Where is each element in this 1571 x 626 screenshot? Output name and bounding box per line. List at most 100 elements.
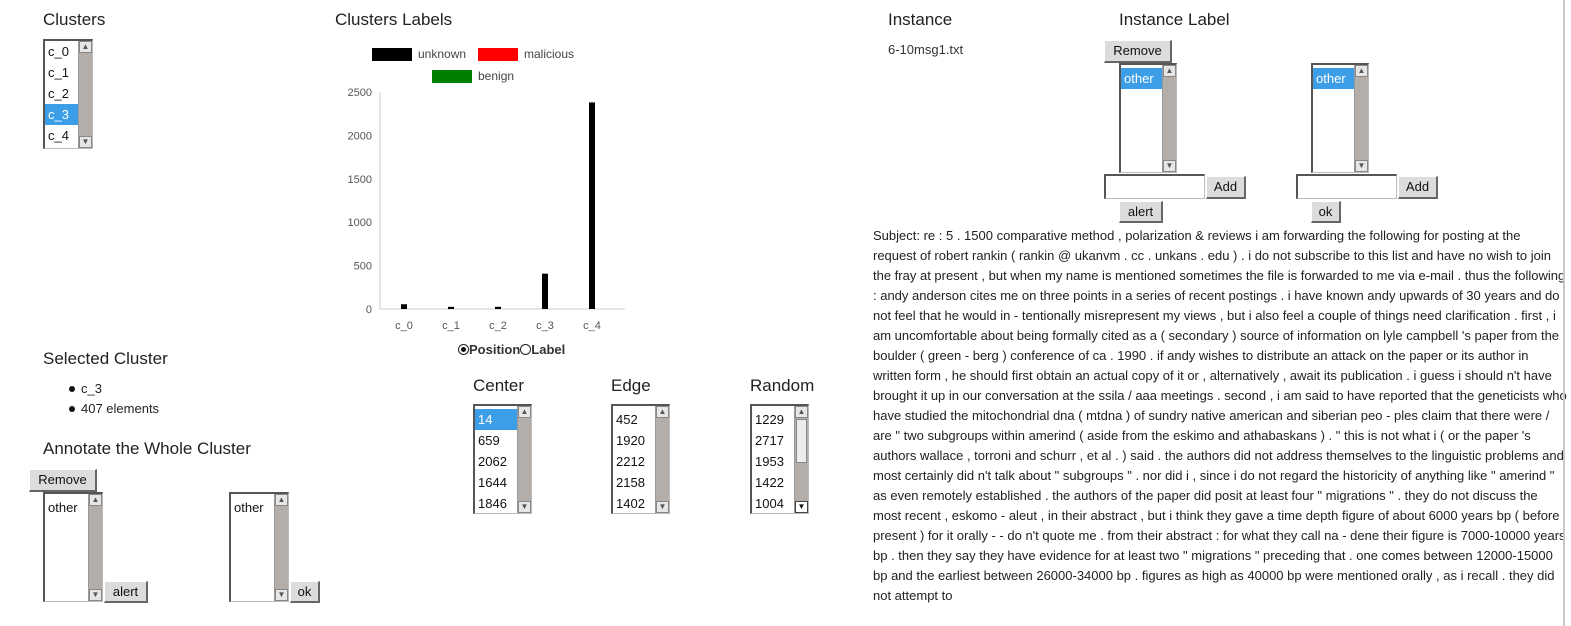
random-option[interactable]: 1229	[755, 412, 784, 427]
instance-alert-button[interactable]: alert	[1119, 201, 1163, 223]
annotate-left-scrollbar[interactable]: ▲ ▼	[88, 494, 102, 601]
scroll-up-arrow-icon[interactable]: ▲	[518, 406, 531, 418]
center-scrollbar[interactable]: ▲ ▼	[517, 406, 531, 513]
edge-option[interactable]: 1920	[616, 433, 645, 448]
annotate-remove-button[interactable]: Remove	[29, 469, 97, 492]
scroll-up-arrow-icon[interactable]: ▲	[275, 494, 288, 506]
instance-left-listbox[interactable]: other ▲ ▼	[1119, 63, 1177, 173]
radio-label-label[interactable]: Label	[531, 342, 566, 357]
instance-right-option-selected[interactable]: other	[1313, 68, 1354, 89]
random-option[interactable]: 1422	[755, 475, 784, 490]
instance-left-scrollbar[interactable]: ▲ ▼	[1162, 65, 1176, 172]
legend-label-unknown: unknown	[418, 47, 467, 61]
scroll-up-arrow-icon[interactable]: ▲	[795, 406, 808, 418]
scroll-down-arrow-icon[interactable]: ▼	[795, 501, 808, 513]
legend-swatch-benign	[432, 70, 472, 83]
instance-label-heading: Instance Label	[1119, 10, 1230, 29]
chart-mode-radio-group: Position Label	[458, 342, 565, 357]
scroll-down-arrow-icon[interactable]: ▼	[656, 501, 669, 513]
random-scrollbar[interactable]: ▲ ▼	[794, 406, 808, 513]
cluster-option[interactable]: c_2	[48, 86, 69, 101]
scroll-up-arrow-icon[interactable]: ▲	[89, 494, 102, 506]
radio-label[interactable]	[520, 344, 532, 355]
cluster-option[interactable]: c_0	[48, 44, 69, 59]
chart-bar-c_4	[589, 102, 595, 309]
edge-scrollbar[interactable]: ▲ ▼	[655, 406, 669, 513]
chart-bar-c_2	[495, 306, 501, 309]
legend-label-benign: benign	[478, 69, 515, 83]
scroll-down-arrow-icon[interactable]: ▼	[1355, 160, 1368, 172]
chart-y-tick-label: 1000	[348, 217, 372, 229]
annotate-alert-button[interactable]: alert	[104, 581, 148, 603]
random-option[interactable]: 2717	[755, 433, 784, 448]
center-listbox[interactable]: 14 659 2062 1644 1846 ▲ ▼	[473, 404, 532, 514]
edge-heading: Edge	[611, 376, 651, 395]
instance-ok-button[interactable]: ok	[1311, 201, 1341, 223]
radio-position-label[interactable]: Position	[469, 342, 521, 357]
edge-listbox[interactable]: 452 1920 2212 2158 1402 ▲ ▼	[611, 404, 670, 514]
annotate-right-scrollbar[interactable]: ▲ ▼	[274, 494, 288, 601]
chart-y-tick-label: 2500	[348, 87, 372, 99]
random-scroll-thumb[interactable]	[796, 419, 807, 463]
annotate-ok-button[interactable]: ok	[290, 581, 320, 603]
cluster-option[interactable]: c_1	[48, 65, 69, 80]
instance-heading: Instance	[888, 10, 953, 29]
scroll-down-arrow-icon[interactable]: ▼	[518, 501, 531, 513]
center-heading: Center	[473, 376, 525, 395]
random-option[interactable]: 1004	[755, 496, 784, 511]
instance-right-listbox[interactable]: other ▲ ▼	[1311, 63, 1369, 173]
instance-right-scrollbar[interactable]: ▲ ▼	[1354, 65, 1368, 172]
scroll-up-arrow-icon[interactable]: ▲	[1163, 65, 1176, 77]
scroll-up-arrow-icon[interactable]: ▲	[79, 41, 92, 53]
annotate-heading: Annotate the Whole Cluster	[43, 439, 251, 458]
edge-option[interactable]: 2158	[616, 475, 645, 490]
center-option[interactable]: 2062	[478, 454, 507, 469]
legend-swatch-unknown	[372, 48, 412, 61]
clusters-bar-chart: 0 500 1000 1500 2000 2500 c_0 c_1 c_2 c_3 c_4	[348, 87, 625, 332]
cluster-option[interactable]: c_4	[48, 128, 69, 143]
annotate-left-listbox[interactable]: other ▲ ▼	[43, 492, 103, 602]
chart-y-tick-label: 0	[366, 304, 372, 316]
center-option[interactable]: 1846	[478, 496, 507, 511]
instance-left-option-selected[interactable]: other	[1121, 68, 1162, 89]
clusters-labels-heading: Clusters Labels	[335, 10, 453, 29]
selected-cluster-info: c_3 407 elements	[43, 379, 159, 419]
chart-x-tick-label: c_2	[489, 320, 507, 332]
instance-right-add-button[interactable]: Add	[1398, 176, 1438, 199]
center-option[interactable]: 659	[478, 433, 500, 448]
edge-option[interactable]: 452	[616, 412, 638, 427]
chart-x-tick-label: c_0	[395, 320, 413, 332]
scroll-down-arrow-icon[interactable]: ▼	[89, 589, 102, 601]
selected-cluster-count-text: 407 elements	[81, 401, 160, 416]
scroll-down-arrow-icon[interactable]: ▼	[79, 136, 92, 148]
random-listbox[interactable]: 1229 2717 1953 1422 1004 ▲ ▼	[750, 404, 809, 514]
radio-position[interactable]	[458, 344, 469, 355]
instance-left-add-button[interactable]: Add	[1206, 176, 1246, 199]
selected-cluster-name-text: c_3	[81, 381, 102, 396]
scroll-down-arrow-icon[interactable]: ▼	[275, 589, 288, 601]
edge-option[interactable]: 1402	[616, 496, 645, 511]
scroll-up-arrow-icon[interactable]: ▲	[1355, 65, 1368, 77]
instance-left-label-input[interactable]	[1104, 174, 1205, 199]
center-option-selected[interactable]: 14	[475, 409, 517, 430]
cluster-option-selected[interactable]: c_3	[45, 104, 78, 125]
center-option[interactable]: 1644	[478, 475, 507, 490]
clusters-scrollbar[interactable]: ▲ ▼	[78, 41, 92, 148]
random-heading: Random	[750, 376, 815, 395]
chart-x-tick-label: c_1	[442, 320, 460, 332]
scroll-down-arrow-icon[interactable]: ▼	[1163, 160, 1176, 172]
random-option[interactable]: 1953	[755, 454, 784, 469]
instance-filename: 6-10msg1.txt	[888, 42, 964, 57]
chart-y-tick-label: 2000	[348, 130, 372, 142]
scroll-up-arrow-icon[interactable]: ▲	[656, 406, 669, 418]
annotate-right-option[interactable]: other	[234, 500, 264, 515]
annotate-left-option[interactable]: other	[48, 500, 78, 515]
clusters-listbox[interactable]: c_0 c_1 c_2 c_3 c_4 ▲ ▼	[43, 39, 93, 149]
instance-remove-button[interactable]: Remove	[1104, 40, 1172, 63]
legend-swatch-malicious	[478, 48, 518, 61]
chart-x-tick-label: c_4	[583, 320, 601, 332]
chart-y-tick-label: 500	[354, 261, 372, 273]
annotate-right-listbox[interactable]: other ▲ ▼	[229, 492, 289, 602]
edge-option[interactable]: 2212	[616, 454, 645, 469]
instance-right-label-input[interactable]	[1296, 174, 1397, 199]
